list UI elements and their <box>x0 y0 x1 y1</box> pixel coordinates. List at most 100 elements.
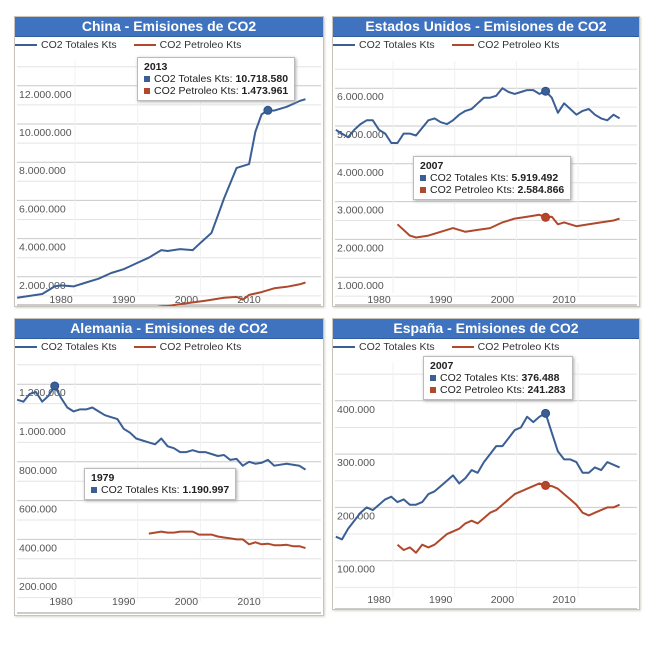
x-tick-label: 1990 <box>112 294 136 306</box>
y-tick-label: 6.000.000 <box>19 203 66 215</box>
legend-item-totales[interactable]: CO2 Totales Kts <box>333 39 435 51</box>
series-line-totales <box>335 412 620 541</box>
x-tick-label: 1980 <box>367 294 391 306</box>
x-tick-label: 1980 <box>367 594 391 606</box>
x-tick-label: 2010 <box>237 294 261 306</box>
highlight-point-totales <box>50 381 60 391</box>
y-tick-label: 200.000 <box>337 510 375 522</box>
series-line-petroleo <box>396 482 621 554</box>
legend-label: CO2 Totales Kts <box>41 341 117 353</box>
tooltip-value: 1.190.997 <box>182 484 230 496</box>
tooltip-value: 241.283 <box>527 384 566 396</box>
x-tick-label: 1990 <box>429 594 453 606</box>
chart-title: Alemania - Emisiones de CO2 <box>15 319 323 339</box>
tooltip-swatch-totales <box>430 375 436 382</box>
y-tick-label: 4.000.000 <box>19 242 66 254</box>
tooltip-row-totales: CO2 Totales Kts: 5.919.492 <box>420 172 564 184</box>
tooltip-swatch-totales <box>420 175 426 182</box>
y-tick-label: 3.000.000 <box>337 205 384 217</box>
legend-line-totales <box>333 346 355 349</box>
tooltip-label: CO2 Petroleo Kts: <box>154 85 239 97</box>
y-tick-label: 800.000 <box>19 465 57 477</box>
x-tick-label: 1980 <box>49 294 73 306</box>
tooltip-value: 10.718.580 <box>235 73 289 85</box>
y-tick-label: 2.000.000 <box>19 280 66 292</box>
tooltip-label: CO2 Totales Kts: <box>101 484 180 496</box>
legend-label: CO2 Petroleo Kts <box>159 341 242 353</box>
tooltip-swatch-petroleo <box>420 187 426 194</box>
y-tick-label: 1.000.000 <box>337 280 384 292</box>
legend-item-petroleo[interactable]: CO2 Petroleo Kts <box>451 341 560 353</box>
legend-line-totales <box>15 346 37 349</box>
x-tick-label: 2000 <box>491 594 515 606</box>
chart-title: Estados Unidos - Emisiones de CO2 <box>333 17 639 37</box>
tooltip-label: CO2 Totales Kts: <box>430 172 509 184</box>
tooltip-year: 2007 <box>430 360 454 372</box>
y-tick-label: 300.000 <box>337 457 375 469</box>
legend-line-totales <box>15 44 37 47</box>
tooltip-swatch-totales <box>144 76 150 83</box>
legend-item-petroleo[interactable]: CO2 Petroleo Kts <box>133 341 242 353</box>
germany-chart-panel: Alemania - Emisiones de CO2 CO2 Totales … <box>14 318 324 616</box>
legend-line-petroleo <box>133 44 156 47</box>
tooltip-value: 5.919.492 <box>511 172 559 184</box>
chart-tooltip: 2007 CO2 Totales Kts: 5.919.492 CO2 Petr… <box>413 156 572 200</box>
china-chart-panel: China - Emisiones de CO2 CO2 Totales Kts… <box>14 16 324 307</box>
y-tick-label: 1.000.000 <box>19 426 66 438</box>
tooltip-value: 2.584.866 <box>517 184 565 196</box>
chart-legend: CO2 Totales Kts CO2 Petroleo Kts <box>333 39 573 51</box>
tooltip-value: 1.473.961 <box>241 85 289 97</box>
tooltip-label: CO2 Petroleo Kts: <box>430 184 515 196</box>
tooltip-swatch-petroleo <box>430 387 436 394</box>
legend-item-petroleo[interactable]: CO2 Petroleo Kts <box>451 39 560 51</box>
tooltip-label: CO2 Petroleo Kts: <box>440 384 525 396</box>
x-tick-label: 2010 <box>552 294 576 306</box>
tooltip-label: CO2 Totales Kts: <box>440 372 519 384</box>
chart-tooltip: 2007 CO2 Totales Kts: 376.488 CO2 Petrol… <box>423 356 573 400</box>
tooltip-row-totales: CO2 Totales Kts: 1.190.997 <box>91 484 229 496</box>
highlight-point-totales <box>541 408 551 418</box>
tooltip-year: 2007 <box>420 160 444 172</box>
y-tick-label: 2.000.000 <box>337 242 384 254</box>
chart-legend: CO2 Totales Kts CO2 Petroleo Kts <box>15 39 255 51</box>
highlight-point-totales <box>263 105 273 115</box>
legend-item-petroleo[interactable]: CO2 Petroleo Kts <box>133 39 242 51</box>
legend-item-totales[interactable]: CO2 Totales Kts <box>15 341 117 353</box>
highlight-point-totales <box>541 86 551 96</box>
legend-label: CO2 Petroleo Kts <box>477 39 560 51</box>
y-tick-label: 400.000 <box>19 542 57 554</box>
y-tick-label: 6.000.000 <box>337 91 384 103</box>
tooltip-row-petroleo: CO2 Petroleo Kts: 2.584.866 <box>420 184 564 196</box>
chart-plot-area[interactable]: 100.000 200.000 300.000 400.000 1980 1990 2000… <box>333 319 639 609</box>
tooltip-year: 2013 <box>144 61 168 73</box>
legend-item-totales[interactable]: CO2 Totales Kts <box>333 341 435 353</box>
y-tick-label: 8.000.000 <box>19 165 66 177</box>
legend-label: CO2 Totales Kts <box>41 39 117 51</box>
tooltip-swatch-petroleo <box>144 88 150 95</box>
usa-chart-panel: Estados Unidos - Emisiones de CO2 CO2 To… <box>332 16 640 307</box>
legend-label: CO2 Petroleo Kts <box>477 341 560 353</box>
series-line-petroleo <box>396 213 620 239</box>
tooltip-swatch-totales <box>91 487 97 494</box>
tooltip-row-totales: CO2 Totales Kts: 376.488 <box>430 372 566 384</box>
y-tick-label: 10.000.000 <box>19 127 72 139</box>
y-tick-label: 12.000.000 <box>19 89 72 101</box>
x-tick-label: 2010 <box>552 594 576 606</box>
legend-line-petroleo <box>133 346 156 349</box>
y-tick-label: 100.000 <box>337 564 375 576</box>
chart-legend: CO2 Totales Kts CO2 Petroleo Kts <box>333 341 573 353</box>
tooltip-row-petroleo: CO2 Petroleo Kts: 241.283 <box>430 384 566 396</box>
chart-legend: CO2 Totales Kts CO2 Petroleo Kts <box>15 341 255 353</box>
legend-label: CO2 Petroleo Kts <box>159 39 242 51</box>
x-tick-label: 2010 <box>237 596 261 608</box>
tooltip-row-totales: CO2 Totales Kts: 10.718.580 <box>144 73 288 85</box>
chart-title: China - Emisiones de CO2 <box>15 17 323 37</box>
chart-tooltip: 1979 CO2 Totales Kts: 1.190.997 <box>84 468 237 500</box>
chart-title: España - Emisiones de CO2 <box>333 319 639 339</box>
tooltip-value: 376.488 <box>521 372 560 384</box>
y-tick-label: 4.000.000 <box>337 167 384 179</box>
legend-item-totales[interactable]: CO2 Totales Kts <box>15 39 117 51</box>
legend-label: CO2 Totales Kts <box>359 341 435 353</box>
chart-plot-area[interactable]: 200.000400.000600.000800.0001.000.0001.2… <box>15 319 323 615</box>
x-tick-label: 1990 <box>429 294 453 306</box>
